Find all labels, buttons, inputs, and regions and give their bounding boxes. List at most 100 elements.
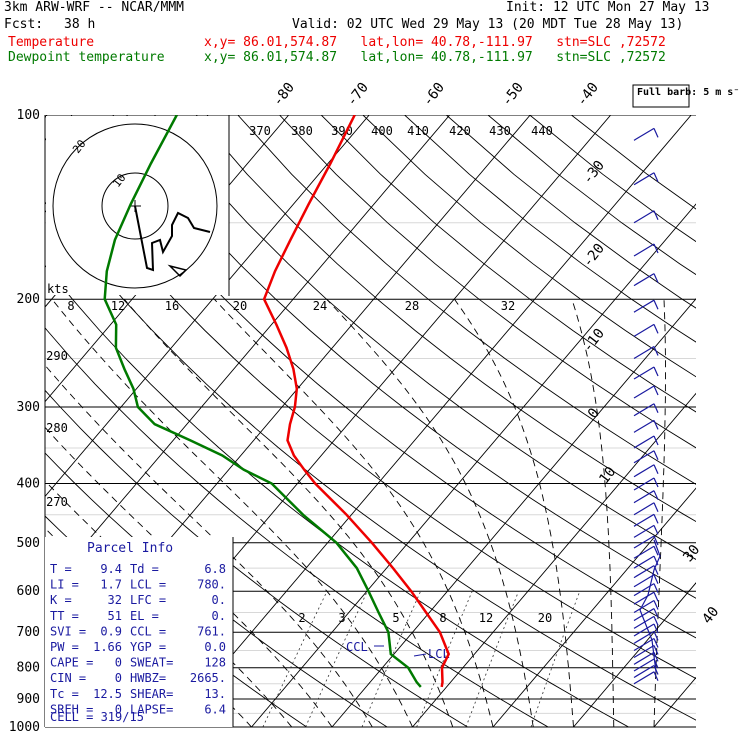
isotherm <box>573 582 696 727</box>
temperature-profile <box>262 115 451 688</box>
dewpoint-legend: Dewpoint temperature <box>8 50 165 65</box>
wind-barb-flag <box>653 299 659 310</box>
mixing-ratio-label-2: 2 <box>298 611 305 625</box>
isotherm <box>412 392 696 727</box>
dry-adiabat <box>362 115 696 378</box>
wind-barb-flag <box>653 324 659 334</box>
wind-barb <box>633 490 655 504</box>
wind-barb <box>633 574 655 588</box>
isotherm-label-40: 40 <box>699 604 722 627</box>
parcel-info-title: Parcel Info <box>87 541 173 556</box>
moist-adiabat <box>123 298 454 727</box>
wind-barb-flag <box>653 490 659 500</box>
parcel-value: 51 <box>108 609 122 623</box>
mixing-ratio-label-12: 12 <box>479 611 493 625</box>
dry-adiabat <box>404 115 696 343</box>
wind-barb <box>633 502 655 516</box>
hodograph-trace <box>134 205 211 272</box>
parcel-value: 6.4 <box>204 702 226 716</box>
speed-tick-16: 16 <box>165 299 179 313</box>
mixing-ratio-label-3: 3 <box>338 611 345 625</box>
parcel-label: EL = <box>130 609 159 623</box>
parcel-label: LFC = <box>130 593 166 607</box>
speed-tick-24: 24 <box>313 299 327 313</box>
init-time: Init: 12 UTC Mon 27 May 13 <box>506 0 710 15</box>
lcl-tick <box>413 653 427 657</box>
theta-label-430: 430 <box>489 124 511 138</box>
parcel-value: 0.0 <box>204 640 226 654</box>
hodograph-ring-label-20: 20 <box>70 137 88 155</box>
parcel-value: 2665. <box>190 671 226 685</box>
full-barb-legend: Full barb: 5 m s⁻¹ <box>637 87 740 98</box>
wind-barb <box>633 671 655 685</box>
wind-barb <box>633 419 655 433</box>
parcel-value: 13. <box>204 687 226 701</box>
parcel-value: 0 <box>115 671 122 685</box>
dry-adiabat <box>279 115 696 449</box>
speed-tick-28: 28 <box>405 299 419 313</box>
pressure-label-400: 400 <box>17 476 40 491</box>
parcel-label: LCL = <box>130 578 166 592</box>
wind-barb-flag <box>653 652 659 662</box>
wind-barb-flag <box>653 366 659 377</box>
wind-barb <box>633 435 655 449</box>
parcel-value: 780. <box>197 578 226 592</box>
valid-time: Valid: 02 UTC Wed 29 May 13 (20 MDT Tue … <box>292 17 684 32</box>
wind-barb-flag <box>653 583 659 593</box>
wind-barb-flag <box>653 435 659 446</box>
wind-barb-flag <box>653 638 659 648</box>
isotherm-label--70: -70 <box>344 80 372 110</box>
wind-barb <box>633 299 655 313</box>
pressure-label-300: 300 <box>17 400 40 415</box>
wind-barb <box>633 535 655 549</box>
dry-adiabat <box>195 115 696 522</box>
mixing-ratio-line-12 <box>465 591 519 727</box>
parcel-value: 12.5 <box>93 687 122 701</box>
dry-adiabat <box>237 115 696 485</box>
isotherm <box>331 298 696 727</box>
isotherm-label--40: -40 <box>574 80 602 110</box>
parcel-value: 6.8 <box>204 562 226 576</box>
theta-label-400: 400 <box>371 124 393 138</box>
wind-barb <box>633 513 655 527</box>
parcel-value: 9.4 <box>100 562 122 576</box>
parcel-info-box <box>45 537 233 727</box>
parcel-label: PW = <box>50 640 79 654</box>
theta-label-290: 290 <box>46 349 68 363</box>
wind-barb <box>633 172 655 186</box>
wind-barb-flag <box>653 525 659 535</box>
wind-barb <box>633 524 655 538</box>
pressure-label-1000: 1000 <box>9 720 40 735</box>
speed-tick-12: 12 <box>111 299 125 313</box>
ccl-label: CCL <box>346 640 368 654</box>
wind-barb <box>633 243 655 257</box>
wind-barb-flag <box>653 128 659 138</box>
wind-barb <box>633 591 655 605</box>
isotherm-label--20: -20 <box>580 241 608 271</box>
parcel-label: YGP = <box>130 640 166 654</box>
mixing-ratio-line-3 <box>305 591 368 727</box>
parcel-label: T = <box>50 562 72 576</box>
parcel-value: 1.66 <box>93 640 122 654</box>
parcel-label: LAPSE= <box>130 702 173 716</box>
isotherm-label-30: 30 <box>680 542 703 565</box>
pressure-label-900: 900 <box>17 692 40 707</box>
wind-barb-flag <box>653 420 659 430</box>
isotherm-label--10: -10 <box>580 326 608 356</box>
temperature-location: x,y= 86.01,574.87 lat,lon= 40.78,-111.97… <box>204 35 666 50</box>
wind-barb <box>633 477 655 491</box>
wind-barb <box>633 664 655 678</box>
wind-barb <box>633 638 655 652</box>
pressure-label-700: 700 <box>17 625 40 640</box>
dry-adiabat <box>70 115 696 639</box>
mixing-ratio-line-5 <box>361 591 421 727</box>
parcel-label: LI = <box>50 578 79 592</box>
parcel-label: Tc = <box>50 687 79 701</box>
dry-adiabat <box>320 115 696 413</box>
dewpoint-profile <box>103 115 422 688</box>
wind-barb-flag <box>653 574 659 585</box>
dry-adiabat <box>45 137 696 680</box>
moist-adiabat <box>326 298 534 727</box>
pressure-label-200: 200 <box>17 292 40 307</box>
